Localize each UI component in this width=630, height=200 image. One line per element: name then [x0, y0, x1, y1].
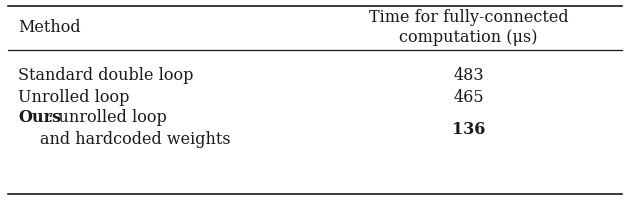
Text: : unrolled loop: : unrolled loop: [48, 110, 167, 127]
Text: computation (μs): computation (μs): [399, 29, 538, 46]
Text: Unrolled loop: Unrolled loop: [18, 88, 129, 106]
Text: Standard double loop: Standard double loop: [18, 68, 193, 84]
Text: and hardcoded weights: and hardcoded weights: [40, 132, 231, 148]
Text: Ours: Ours: [18, 110, 61, 127]
Text: 483: 483: [453, 68, 484, 84]
Text: Method: Method: [18, 20, 81, 36]
Text: Time for fully-connected: Time for fully-connected: [369, 9, 568, 26]
Text: 136: 136: [452, 120, 485, 138]
Text: 465: 465: [453, 88, 484, 106]
